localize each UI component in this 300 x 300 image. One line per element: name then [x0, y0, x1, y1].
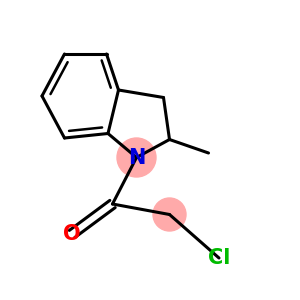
Text: Cl: Cl: [208, 248, 230, 268]
Text: O: O: [63, 224, 81, 244]
Circle shape: [153, 198, 186, 231]
Text: N: N: [128, 148, 145, 167]
Circle shape: [117, 138, 156, 177]
